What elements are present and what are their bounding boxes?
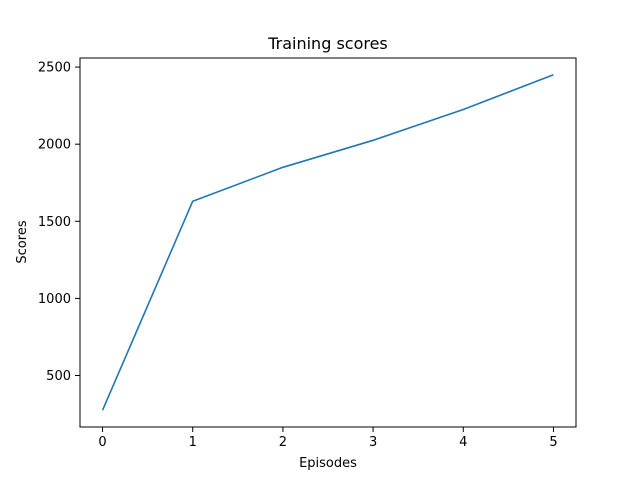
x-tick-label: 0	[98, 435, 106, 450]
y-tick-label: 2500	[38, 61, 71, 76]
y-axis-label: Scores	[15, 220, 30, 263]
y-tick-label: 1500	[38, 215, 71, 230]
x-tick-label: 2	[279, 435, 287, 450]
series-line	[101, 74, 554, 411]
x-tick-label: 3	[369, 435, 377, 450]
plot-area: 0 1 2 3 4 5 500 1000 1500 2000 2500	[38, 57, 577, 450]
axes-frame	[79, 57, 577, 428]
x-tick-label: 4	[459, 435, 467, 450]
y-tick-label: 1000	[38, 292, 71, 307]
y-tick-label: 2000	[38, 138, 71, 153]
y-tick-label: 500	[46, 369, 71, 384]
x-tick-label: 5	[549, 435, 557, 450]
x-tick-label: 1	[189, 435, 197, 450]
x-axis-label: Episodes	[299, 456, 357, 471]
chart-title: Training scores	[267, 34, 388, 53]
